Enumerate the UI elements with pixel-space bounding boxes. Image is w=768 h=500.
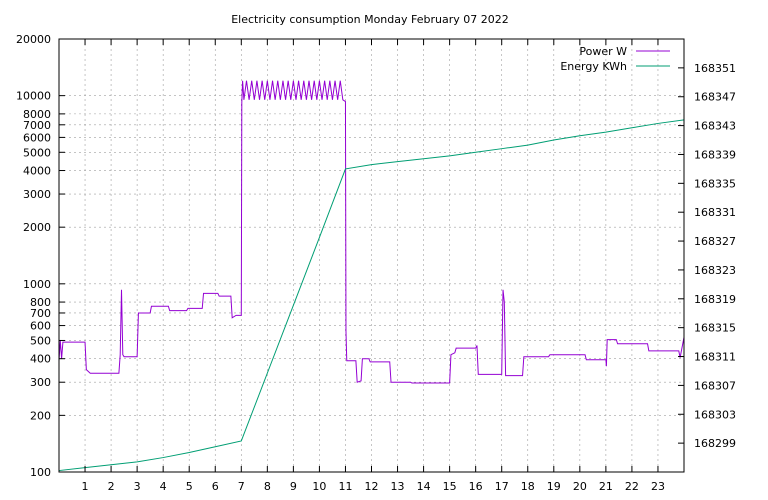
y2-tick-label: 168315 — [694, 322, 736, 335]
series-line-power-w — [58, 80, 685, 384]
y2-tick-label: 168307 — [694, 379, 736, 392]
x-tick-label: 8 — [264, 480, 271, 493]
x-tick-label: 11 — [338, 480, 352, 493]
legend: Power W Energy KWh — [560, 45, 670, 73]
y-tick-label: 10000 — [16, 90, 51, 103]
x-tick-label: 3 — [134, 480, 141, 493]
series-layer — [58, 80, 685, 472]
y2-tick-label: 168327 — [694, 235, 736, 248]
y2-tick-label: 168343 — [694, 120, 736, 133]
y-tick-label: 6000 — [23, 131, 51, 144]
y-tick-label: 1000 — [23, 278, 51, 291]
x-tick-label: 19 — [547, 480, 561, 493]
y-tick-label: 200 — [30, 409, 51, 422]
x-tick-label: 17 — [495, 480, 509, 493]
y-tick-label: 100 — [30, 466, 51, 479]
y-tick-label: 5000 — [23, 146, 51, 159]
x-tick-label: 7 — [238, 480, 245, 493]
y2-tick-label: 168339 — [694, 148, 736, 161]
y-tick-label: 600 — [30, 320, 51, 333]
y-tick-label: 700 — [30, 307, 51, 320]
series-line-energy-kwh — [58, 119, 685, 472]
x-tick-label: 21 — [599, 480, 613, 493]
y2-tick-label: 168331 — [694, 206, 736, 219]
x-tick-label: 9 — [290, 480, 297, 493]
x-tick-label: 5 — [186, 480, 193, 493]
y-tick-label: 500 — [30, 334, 51, 347]
x-tick-label: 6 — [212, 480, 219, 493]
y2-tick-label: 168319 — [694, 293, 736, 306]
x-tick-label: 15 — [443, 480, 457, 493]
x-tick-label: 14 — [417, 480, 431, 493]
x-tick-label: 12 — [365, 480, 379, 493]
x-tick-label: 10 — [312, 480, 326, 493]
x-tick-label: 13 — [391, 480, 405, 493]
y2-tick-label: 168351 — [694, 62, 736, 75]
y2-tick-label: 168311 — [694, 351, 736, 364]
legend-label: Power W — [579, 45, 627, 58]
x-tick-label: 16 — [469, 480, 483, 493]
y2-tick-label: 168299 — [694, 437, 736, 450]
y-tick-label: 2000 — [23, 221, 51, 234]
y-tick-label: 8000 — [23, 108, 51, 121]
y-tick-label: 4000 — [23, 165, 51, 178]
legend-label: Energy KWh — [560, 60, 627, 73]
x-tick-label: 22 — [625, 480, 639, 493]
x-tick-label: 4 — [160, 480, 167, 493]
y2-tick-label: 168323 — [694, 264, 736, 277]
y-tick-label: 7000 — [23, 119, 51, 132]
x-tick-label: 20 — [573, 480, 587, 493]
y-tick-label: 300 — [30, 376, 51, 389]
grid-lines — [59, 38, 684, 473]
axis-ticks: 1 2 3 4 5 6 7 8 9 10 11 12 13 14 15 16 17 18 19 20 21 22 23100… — [16, 33, 736, 493]
y-tick-label: 800 — [30, 296, 51, 309]
y2-tick-label: 168347 — [694, 91, 736, 104]
x-tick-label: 1 — [82, 480, 89, 493]
y-tick-label: 20000 — [16, 33, 51, 46]
x-tick-label: 18 — [521, 480, 535, 493]
chart-title: Electricity consumption Monday February … — [231, 13, 509, 26]
y-tick-label: 3000 — [23, 188, 51, 201]
y-tick-label: 400 — [30, 353, 51, 366]
y2-tick-label: 168335 — [694, 177, 736, 190]
x-tick-label: 23 — [651, 480, 665, 493]
x-tick-label: 2 — [108, 480, 115, 493]
y2-tick-label: 168303 — [694, 408, 736, 421]
